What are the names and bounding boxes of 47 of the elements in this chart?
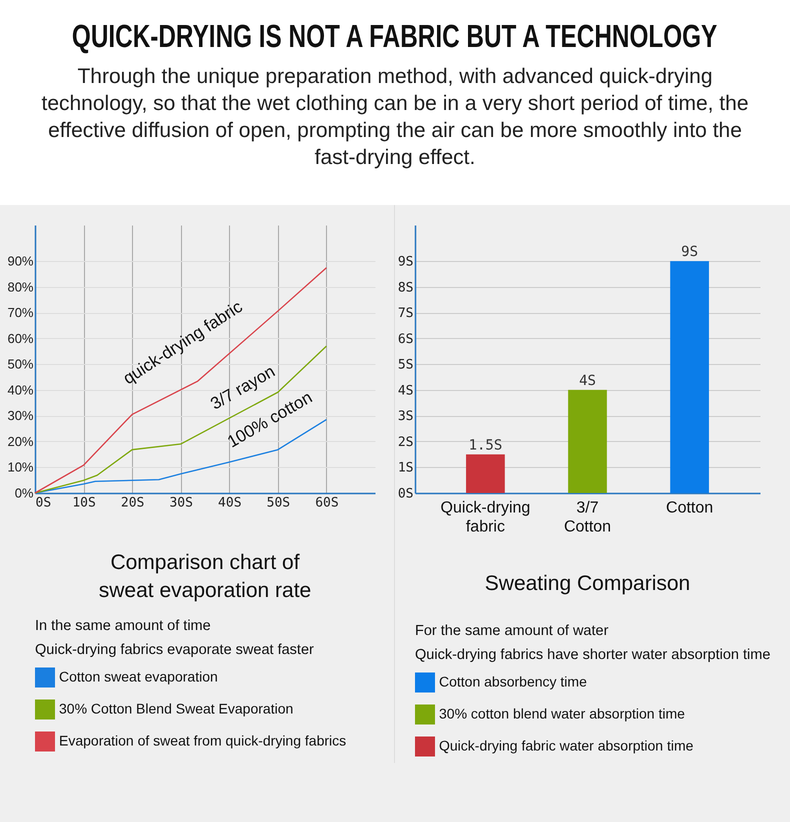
data-label: 1.5S — [468, 437, 502, 454]
legend-label: 30% cotton blend water absorption time — [439, 706, 686, 722]
x-tick-label: Quick-drying fabric — [440, 500, 530, 536]
x-tick-label: Cotton — [666, 500, 714, 516]
y-tick-label: 6S — [398, 332, 414, 347]
x-tick-label: 30S — [169, 496, 193, 510]
x-tick-label: 3/7 Cotton — [564, 500, 612, 536]
x-tick-label: 40S — [218, 496, 242, 510]
legend-label: Cotton sweat evaporation — [59, 668, 218, 684]
legend-title: In the same amount of time — [35, 618, 211, 634]
x-tick-label: 50S — [266, 496, 290, 510]
text: Quick-drying fabrics evaporate sweat faster — [35, 642, 314, 658]
y-tick-label: 0% — [14, 486, 34, 500]
y-tick-label: 2S — [398, 434, 414, 450]
text: Sweating Comparison — [484, 572, 690, 595]
legend-label: Evaporation of sweat from quick-drying fabrics — [59, 732, 346, 748]
data-label: 9S — [681, 244, 698, 260]
y-tick-label: 30% — [7, 408, 34, 424]
x-tick-label: 10S — [72, 496, 96, 510]
x-tick-label: 0S — [36, 496, 52, 510]
text: Quick-drying fabrics have shorter water absorption time — [415, 647, 770, 663]
line-series — [34, 267, 328, 494]
x-tick-label: 60S — [315, 496, 339, 510]
legend-label: Quick-drying fabric water absorption time — [439, 738, 694, 754]
legend-title: For the same amount of water — [415, 623, 609, 639]
y-tick-label: 50% — [7, 356, 34, 372]
data-label: 4S — [579, 372, 596, 389]
text: Through the unique preparation method, with advanced quick-drying technology, so that the wet clothing can be in a very short period of time, the effective diffusion of open, prompting the air can be more smoothly into the fast-drying effect. — [40, 64, 750, 171]
text: Comparison chart of sweat evaporation rate — [98, 551, 312, 602]
y-tick-label: 8S — [398, 280, 414, 296]
y-tick-label: 4S — [398, 383, 414, 398]
y-tick-label: 20% — [7, 434, 34, 449]
y-tick-label: 9S — [398, 254, 414, 270]
legend-label: 30% Cotton Blend Sweat Evaporation — [59, 700, 294, 716]
y-tick-label: 7S — [398, 306, 414, 322]
y-tick-label: 10% — [7, 460, 34, 475]
y-tick-label: 70% — [7, 305, 34, 320]
legend-label: Cotton absorbency time — [439, 674, 588, 690]
x-tick-label: 20S — [120, 496, 144, 510]
y-tick-label: 1S — [398, 460, 414, 476]
y-tick-label: 90% — [7, 254, 34, 269]
text: QUICK-DRYING IS NOT A FABRIC BUT A TECHNOLOGY — [72, 18, 718, 55]
y-tick-label: 5S — [398, 358, 414, 373]
y-tick-label: 80% — [7, 279, 34, 294]
y-tick-label: 3S — [398, 409, 414, 424]
y-tick-label: 40% — [7, 382, 34, 398]
y-tick-label: 60% — [7, 330, 34, 346]
